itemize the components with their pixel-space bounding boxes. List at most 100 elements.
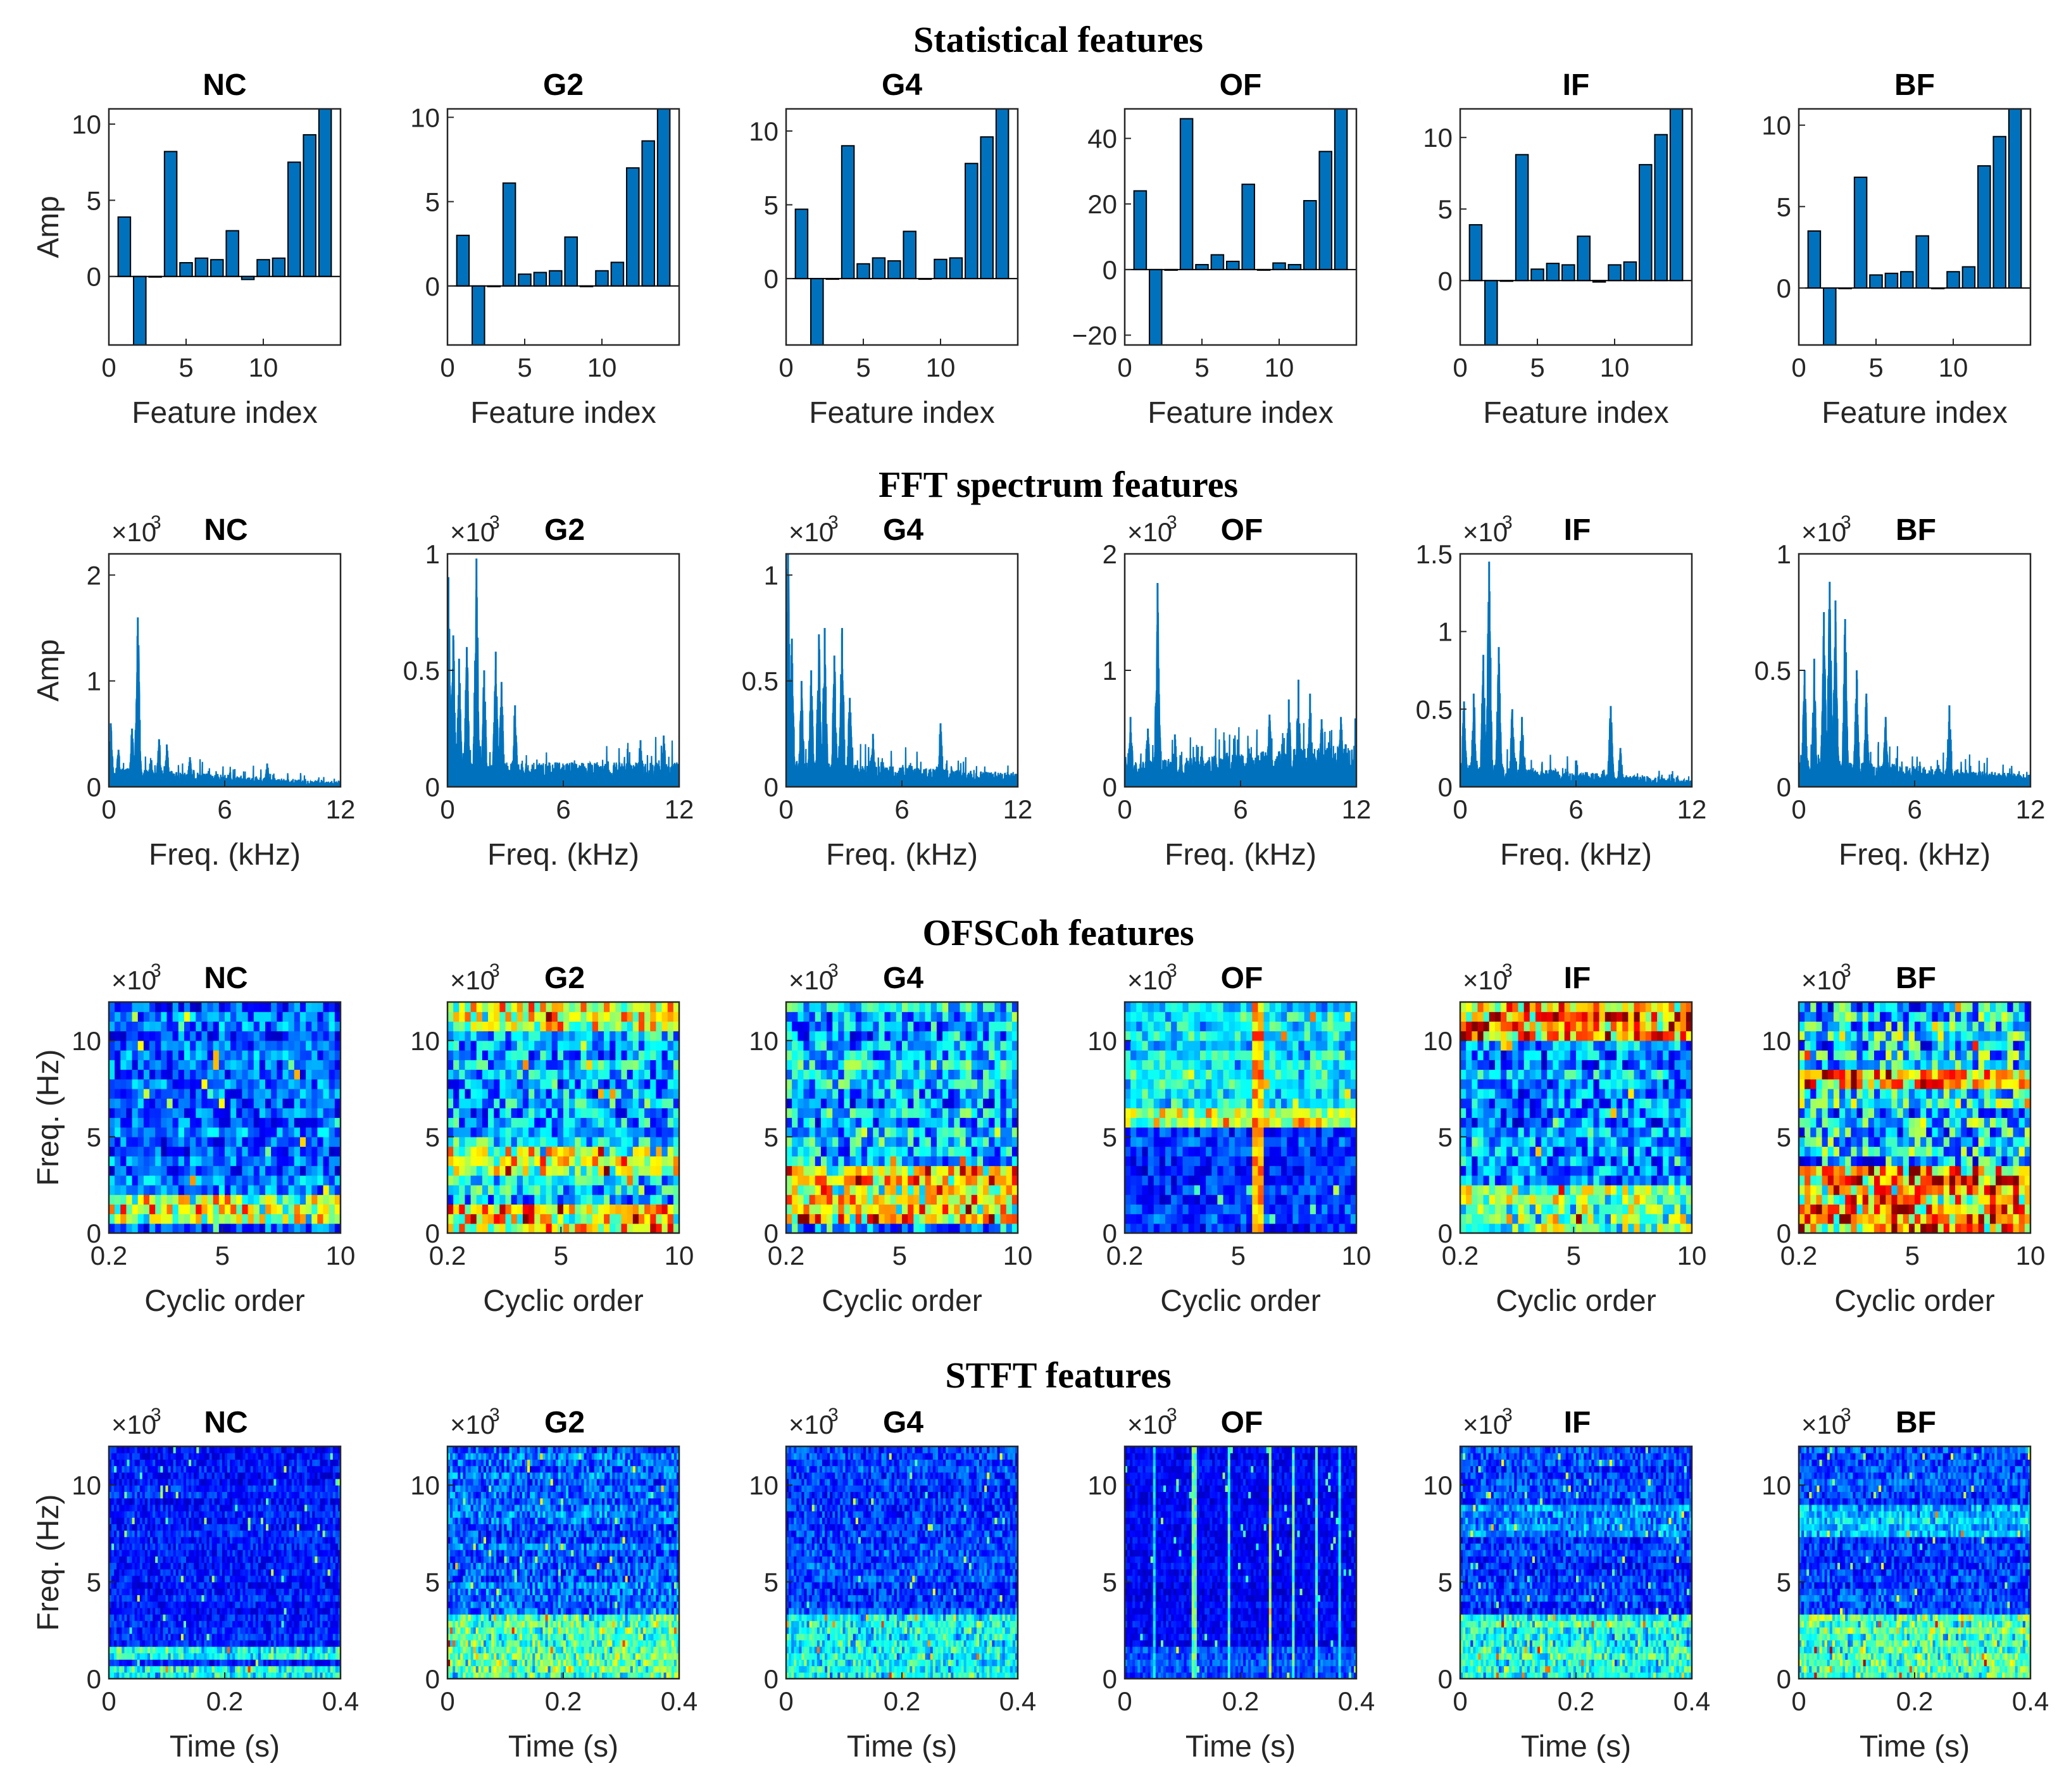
y-tick-label: 5 xyxy=(87,185,101,215)
heatmap-cell xyxy=(476,1175,483,1186)
heatmap-cell xyxy=(832,1002,839,1012)
heatmap-cell xyxy=(610,1156,616,1167)
heatmap-cell xyxy=(867,1098,873,1108)
heatmap-cell xyxy=(971,1031,978,1041)
heatmap-cell xyxy=(196,1040,202,1051)
heatmap-cell xyxy=(1657,1175,1663,1186)
heatmap-cell xyxy=(1327,1184,1334,1195)
heatmap-cell xyxy=(1263,1088,1270,1099)
heatmap-cell xyxy=(1006,1069,1013,1080)
heatmap-cell xyxy=(161,1223,168,1233)
heatmap-cell xyxy=(120,1223,127,1233)
y-tick-label: 10 xyxy=(72,110,101,139)
heatmap-cell xyxy=(1680,1098,1687,1108)
heatmap-cell xyxy=(1651,1175,1658,1186)
heatmap-cell xyxy=(1350,1012,1356,1022)
heatmap-cell xyxy=(879,1012,885,1022)
heatmap-cell xyxy=(470,1194,477,1205)
heatmap-cell xyxy=(534,1031,541,1041)
heatmap-cell xyxy=(247,1079,254,1089)
heatmap-cell xyxy=(225,1213,231,1224)
heatmap-cell xyxy=(1570,1204,1577,1215)
bar xyxy=(287,161,301,277)
axes-box xyxy=(1123,108,1358,346)
heatmap-cell xyxy=(323,1021,330,1032)
heatmap-cell xyxy=(827,1108,833,1118)
heatmap-cell xyxy=(873,1156,879,1167)
heatmap-cell xyxy=(1483,1194,1490,1205)
heatmap-cell xyxy=(627,1184,634,1195)
heatmap-cell xyxy=(323,1223,330,1233)
heatmap-cell xyxy=(913,1031,920,1041)
heatmap-cell xyxy=(786,1117,792,1128)
y-tick-label: 0 xyxy=(425,772,440,802)
heatmap-cell xyxy=(844,1098,851,1108)
heatmap-cell xyxy=(1622,1127,1629,1137)
heatmap-cell xyxy=(913,1175,920,1186)
heatmap-cell xyxy=(277,1165,284,1176)
heatmap-cell xyxy=(242,1050,249,1060)
bar xyxy=(1515,154,1529,282)
heatmap-cell xyxy=(557,1069,564,1080)
heatmap-cell xyxy=(563,1184,570,1195)
heatmap-cell xyxy=(1234,1184,1241,1195)
heatmap-cell xyxy=(989,1031,995,1041)
heatmap-cell xyxy=(184,1012,191,1022)
bar xyxy=(949,257,963,280)
heatmap-cell xyxy=(855,1127,862,1137)
heatmap-cell xyxy=(797,1204,804,1215)
heatmap-cell xyxy=(960,1040,966,1051)
heatmap-cell xyxy=(551,1175,558,1186)
heatmap-cell xyxy=(213,1050,220,1060)
heatmap-cell xyxy=(925,1040,932,1051)
heatmap-cell xyxy=(1610,1098,1617,1108)
heatmap-cell xyxy=(1234,1050,1241,1060)
heatmap-cell xyxy=(1674,1223,1681,1233)
heatmap-cell xyxy=(447,1156,454,1167)
heatmap-cell xyxy=(143,1213,150,1224)
heatmap-cell xyxy=(540,1069,547,1080)
panel-title-if: IF xyxy=(1563,68,1590,102)
heatmap-cell xyxy=(1153,1060,1160,1070)
heatmap-cell xyxy=(632,1060,639,1070)
heatmap-cell xyxy=(1315,1002,1322,1012)
heatmap-cell xyxy=(201,1012,208,1022)
heatmap-cell xyxy=(447,1213,454,1224)
heatmap-cell xyxy=(1322,1050,1328,1060)
heatmap-cell xyxy=(546,1108,553,1118)
heatmap-cell xyxy=(1281,1127,1287,1137)
heatmap-cell xyxy=(236,1108,243,1118)
heatmap-cell xyxy=(1223,1031,1230,1041)
heatmap-cell xyxy=(149,1079,156,1089)
heatmap-cell xyxy=(516,1098,523,1108)
heatmap-cell xyxy=(867,1040,873,1051)
heatmap-cell xyxy=(1142,1184,1149,1195)
heatmap-cell xyxy=(1188,1204,1195,1215)
heatmap-cell xyxy=(879,1040,885,1051)
bar xyxy=(1900,271,1914,289)
heatmap-cell xyxy=(855,1060,862,1070)
heatmap-cell xyxy=(459,1012,466,1022)
heatmap-cell xyxy=(1125,1069,1131,1080)
heatmap-cell xyxy=(1142,1108,1149,1118)
heatmap-cell xyxy=(323,1204,330,1215)
heatmap-cell xyxy=(1000,1175,1007,1186)
heatmap-cell xyxy=(1674,1108,1681,1118)
heatmap-cell xyxy=(1125,1117,1131,1128)
heatmap-cell xyxy=(1558,1127,1565,1137)
heatmap-cell xyxy=(786,1108,792,1118)
heatmap-cell xyxy=(201,1079,208,1089)
bar xyxy=(133,275,147,345)
heatmap-cell xyxy=(120,1098,127,1108)
heatmap-cell xyxy=(109,1213,115,1224)
heatmap-cell xyxy=(1275,1050,1282,1060)
heatmap-cell xyxy=(1199,1079,1206,1089)
heatmap-cell xyxy=(1246,1213,1253,1224)
heatmap-cell xyxy=(1194,1088,1201,1099)
heatmap-cell xyxy=(1651,1213,1658,1224)
heatmap-cell xyxy=(1686,1136,1692,1147)
heatmap-cell xyxy=(896,1156,903,1167)
heatmap-cell xyxy=(265,1002,272,1012)
heatmap-cell xyxy=(551,1117,558,1128)
heatmap-cell xyxy=(505,1002,512,1012)
